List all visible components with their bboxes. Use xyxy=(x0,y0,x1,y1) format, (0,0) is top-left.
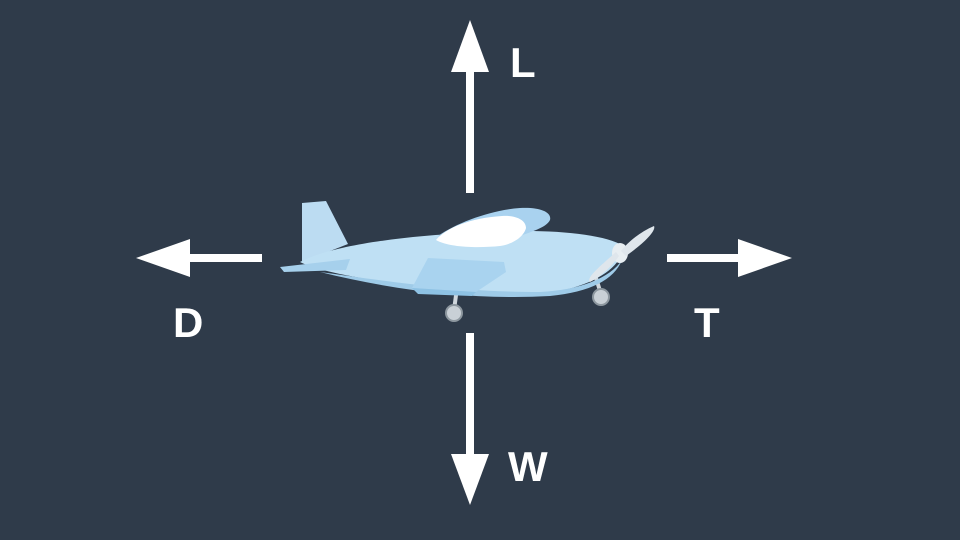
airplane-icon xyxy=(280,201,655,322)
drag-label: D xyxy=(173,299,204,346)
lift-label: L xyxy=(510,39,536,86)
thrust-arrow xyxy=(667,239,792,277)
lift-arrow xyxy=(451,20,489,193)
weight-label: W xyxy=(508,443,548,490)
thrust-label: T xyxy=(694,299,720,346)
drag-arrow xyxy=(136,239,262,277)
weight-arrow xyxy=(451,333,489,505)
